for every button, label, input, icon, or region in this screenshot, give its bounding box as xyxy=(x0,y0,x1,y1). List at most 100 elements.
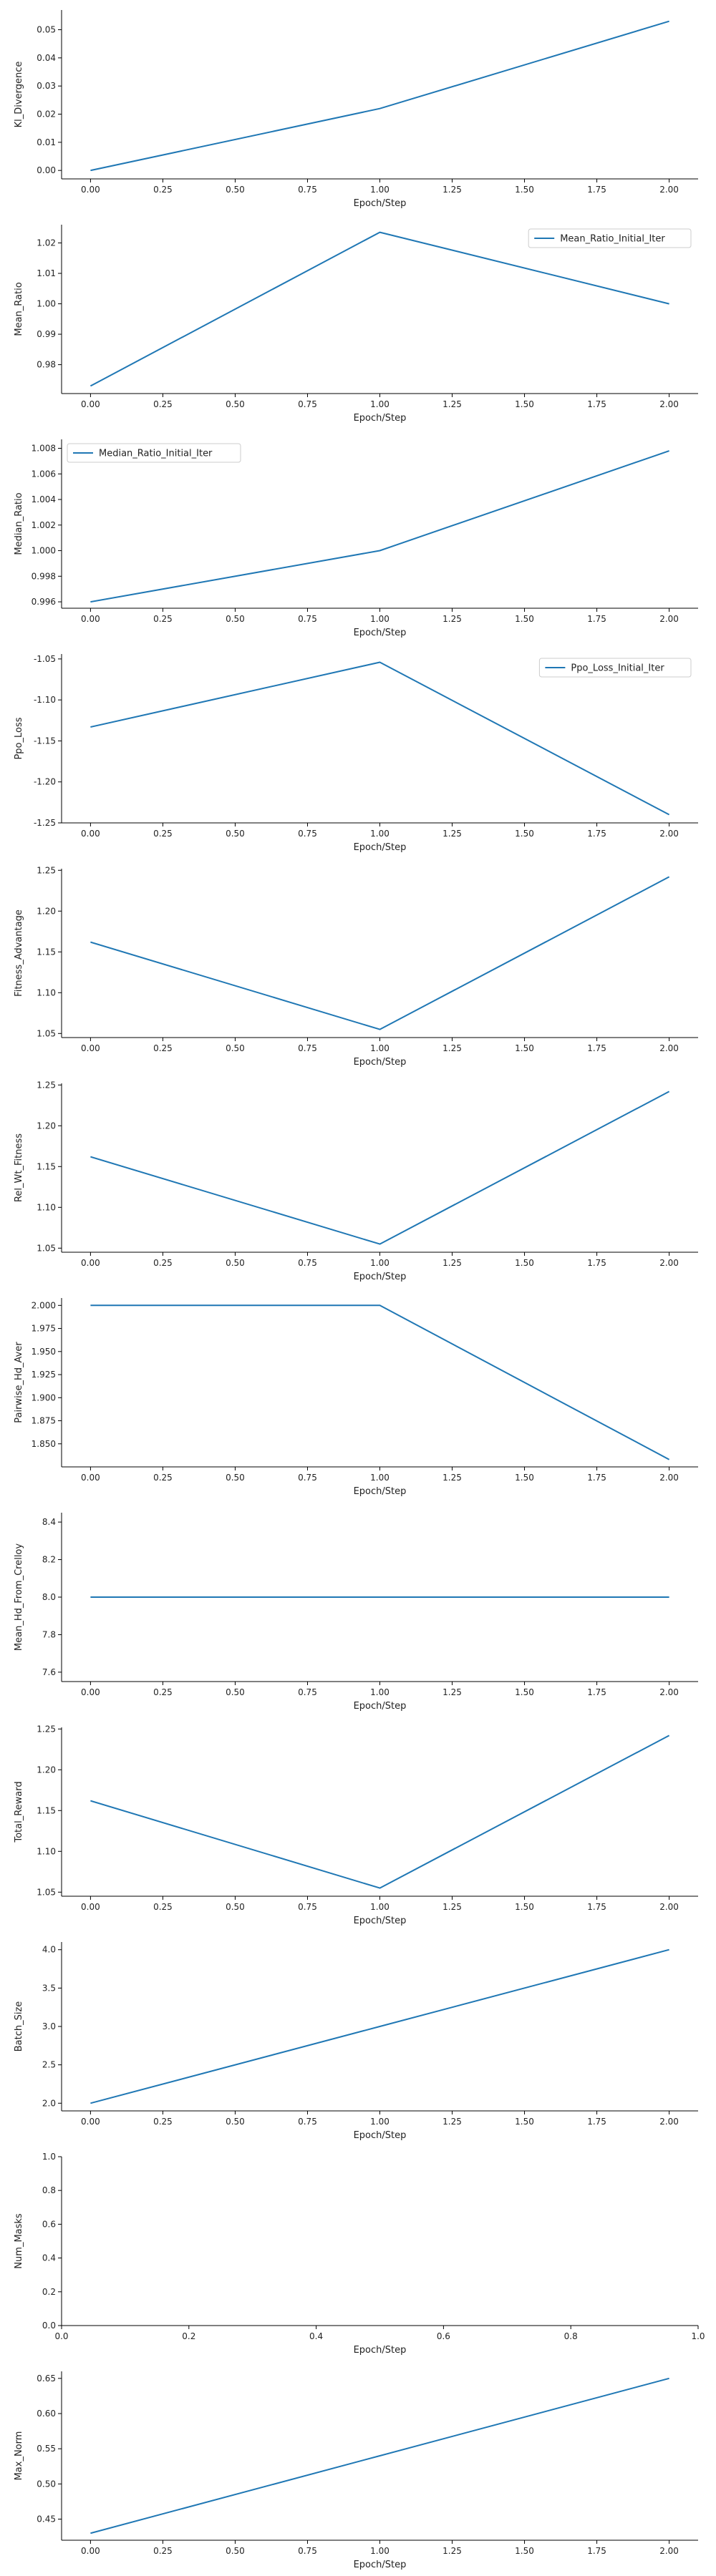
y-axis-label: Fitness_Advantage xyxy=(14,909,24,997)
y-tick-label: 1.15 xyxy=(37,1805,56,1815)
x-tick-label: 0.25 xyxy=(153,2546,173,2556)
x-tick-label: 1.50 xyxy=(515,2117,534,2127)
x-tick-label: 0.50 xyxy=(226,2546,245,2556)
y-tick-label: 1.20 xyxy=(37,906,56,916)
x-tick-label: 1.50 xyxy=(515,399,534,409)
x-tick-label: 2.00 xyxy=(659,399,679,409)
y-tick-label: 3.5 xyxy=(42,1983,56,1993)
y-tick-label: 1.900 xyxy=(32,1392,56,1402)
x-tick-label: 1.75 xyxy=(587,1902,606,1912)
x-tick-label: 2.00 xyxy=(659,1687,679,1697)
chart-panel-1: 0.00 0.25 0.50 0.75 1.00 1.25 1.50 1.75 2.00 0.00… xyxy=(14,10,698,209)
y-tick-label: 1.10 xyxy=(37,1202,56,1212)
x-tick-label: 0.50 xyxy=(226,1043,245,1053)
y-tick-label: 1.008 xyxy=(32,444,56,454)
y-tick-label: 0.99 xyxy=(37,329,56,339)
y-tick-label: 1.875 xyxy=(32,1416,56,1426)
x-tick-label: 0.00 xyxy=(81,614,100,624)
legend-label: Mean_Ratio_Initial_Iter xyxy=(560,234,665,245)
x-tick-label: 1.50 xyxy=(515,1473,534,1483)
x-tick-label: 1.75 xyxy=(587,399,606,409)
y-tick-label: 7.6 xyxy=(42,1667,56,1677)
x-tick-label: 0.50 xyxy=(226,185,245,195)
x-axis-label: Epoch/Step xyxy=(354,2130,407,2141)
y-tick-label: 0.02 xyxy=(37,109,56,119)
x-tick-label: 0.50 xyxy=(226,614,245,624)
x-tick-label: 2.00 xyxy=(659,2117,679,2127)
series-line xyxy=(90,876,670,1030)
x-tick-label: 1.50 xyxy=(515,2546,534,2556)
x-tick-label: 0.4 xyxy=(309,2331,323,2341)
y-tick-label: 1.10 xyxy=(37,1846,56,1856)
legend-label: Ppo_Loss_Initial_Iter xyxy=(571,663,664,674)
x-tick-label: 0.00 xyxy=(81,185,100,195)
y-tick-label: 1.25 xyxy=(37,1724,56,1734)
x-tick-label: 1.00 xyxy=(370,1043,390,1053)
y-tick-label: 0.0 xyxy=(42,2321,56,2331)
x-tick-label: 0.25 xyxy=(153,2117,173,2127)
y-tick-label: 0.2 xyxy=(42,2287,56,2297)
y-tick-label: 0.50 xyxy=(37,2479,56,2489)
y-tick-label: 8.4 xyxy=(42,1517,56,1527)
y-tick-label: 1.05 xyxy=(37,1887,56,1897)
x-tick-label: 1.75 xyxy=(587,2117,606,2127)
x-tick-label: 0.8 xyxy=(564,2331,578,2341)
x-tick-label: 0.75 xyxy=(298,2117,317,2127)
x-axis-label: Epoch/Step xyxy=(354,1057,407,1068)
y-tick-label: 1.850 xyxy=(32,1439,56,1449)
y-tick-label: 1.000 xyxy=(32,546,56,556)
x-tick-label: 0.2 xyxy=(182,2331,195,2341)
x-tick-label: 1.25 xyxy=(442,1687,462,1697)
legend-box xyxy=(528,228,692,248)
x-tick-label: 0.00 xyxy=(81,2117,100,2127)
y-tick-label: 2.0 xyxy=(42,2098,56,2108)
x-tick-label: 1.00 xyxy=(370,1473,390,1483)
y-tick-label: 0.04 xyxy=(37,53,56,63)
y-axis-label: Mean_Hd_From_Crelloy xyxy=(14,1543,24,1651)
x-tick-label: 0.25 xyxy=(153,1687,173,1697)
x-tick-label: 0.75 xyxy=(298,1473,317,1483)
y-axis-label: Num_Masks xyxy=(14,2213,24,2269)
chart-panel-9: 0.00 0.25 0.50 0.75 1.00 1.25 1.50 1.75 2.00 1.05… xyxy=(14,1724,698,1926)
x-tick-label: 1.25 xyxy=(442,829,462,839)
y-tick-label: 0.65 xyxy=(37,2373,56,2384)
x-tick-label: 0.25 xyxy=(153,614,173,624)
x-axis-label: Epoch/Step xyxy=(354,198,407,209)
x-tick-label: 1.75 xyxy=(587,2546,606,2556)
x-axis-label: Epoch/Step xyxy=(354,2560,407,2570)
chart-panel-5: 0.00 0.25 0.50 0.75 1.00 1.25 1.50 1.75 2.00 1.05… xyxy=(14,865,698,1068)
series-line xyxy=(90,661,670,816)
x-tick-label: 1.0 xyxy=(691,2331,705,2341)
y-tick-label: 0.996 xyxy=(32,597,56,607)
series-line xyxy=(90,1091,670,1245)
chart-panel-7: 0.00 0.25 0.50 0.75 1.00 1.25 1.50 1.75 2.00 2.00… xyxy=(14,1298,698,1497)
y-tick-label: 8.0 xyxy=(42,1592,56,1602)
y-tick-label: 2.000 xyxy=(32,1300,56,1310)
chart-panel-12: 0.00 0.25 0.50 0.75 1.00 1.25 1.50 1.75 2.00 0.45… xyxy=(14,2371,698,2570)
x-tick-label: 0.75 xyxy=(298,1902,317,1912)
x-tick-label: 0.50 xyxy=(226,1687,245,1697)
x-tick-label: 1.75 xyxy=(587,829,606,839)
y-tick-label: 3.0 xyxy=(42,2021,56,2031)
x-tick-label: 0.00 xyxy=(81,1902,100,1912)
y-tick-label: 0.6 xyxy=(42,2219,56,2229)
x-tick-label: 0.75 xyxy=(298,399,317,409)
y-tick-label: 0.01 xyxy=(37,137,56,147)
y-tick-label: 0.55 xyxy=(37,2444,56,2454)
x-tick-label: 0.25 xyxy=(153,399,173,409)
x-tick-label: 0.75 xyxy=(298,829,317,839)
x-tick-label: 0.25 xyxy=(153,1258,173,1268)
x-tick-label: 2.00 xyxy=(659,614,679,624)
y-axis-label: Batch_Size xyxy=(14,2001,24,2052)
x-tick-label: 0.75 xyxy=(298,1258,317,1268)
x-tick-label: 1.75 xyxy=(587,185,606,195)
x-axis-label: Epoch/Step xyxy=(354,628,407,638)
x-axis-label: Epoch/Step xyxy=(354,2345,407,2356)
x-tick-label: 0.50 xyxy=(226,1258,245,1268)
y-tick-label: 0.4 xyxy=(42,2253,56,2263)
x-tick-label: 1.00 xyxy=(370,2546,390,2556)
x-axis-label: Epoch/Step xyxy=(354,413,407,424)
y-tick-label: 1.975 xyxy=(32,1324,56,1334)
x-tick-label: 1.25 xyxy=(442,1258,462,1268)
chart-panel-11: 0.0 0.2 0.4 0.6 0.8 1.0 0.0 0.2 0.4 0.6 0.8 1.0 Epoc… xyxy=(14,2152,705,2356)
